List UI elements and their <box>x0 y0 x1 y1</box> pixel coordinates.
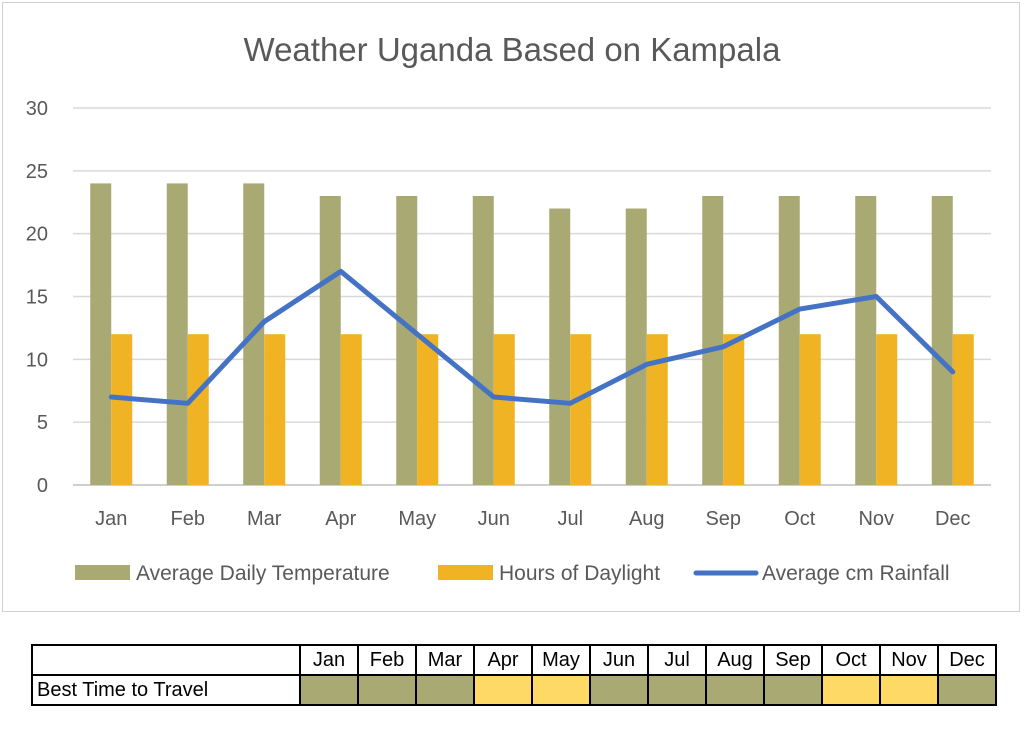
y-tick-label: 10 <box>26 349 48 371</box>
bar-hours-of-daylight <box>187 334 209 485</box>
travel-table: Jan Feb Mar Apr May Jun Jul Aug Sep Oct Nov Dec Bes… <box>31 644 997 706</box>
chart-svg: Weather Uganda Based on Kampala 0 5 10 15 20… <box>26 31 991 585</box>
travel-month-header: Aug <box>705 644 765 676</box>
x-tick-label: May <box>398 508 436 530</box>
travel-month-cell <box>763 674 823 706</box>
bar-average-daily-temperature <box>90 183 112 485</box>
travel-month-cell <box>299 674 359 706</box>
bar-hours-of-daylight <box>570 334 592 485</box>
bar-average-daily-temperature <box>855 195 877 485</box>
bar-average-daily-temperature <box>472 195 494 485</box>
travel-header-blank <box>31 644 301 676</box>
travel-row-label: Best Time to Travel <box>31 674 301 706</box>
y-tick-label: 30 <box>26 98 48 120</box>
travel-month-cell <box>705 674 765 706</box>
x-tick-label: Aug <box>629 508 665 530</box>
travel-month-header: May <box>531 644 591 676</box>
bar-hours-of-daylight <box>111 334 133 485</box>
y-tick-label: 20 <box>26 224 48 246</box>
legend-swatch <box>75 565 130 580</box>
bar-hours-of-daylight <box>952 334 974 485</box>
travel-month-cell <box>647 674 707 706</box>
x-tick-label: Jul <box>557 508 583 530</box>
travel-header-row: Jan Feb Mar Apr May Jun Jul Aug Sep Oct Nov Dec <box>31 644 997 676</box>
legend-label: Average cm Rainfall <box>762 562 950 585</box>
bar-average-daily-temperature <box>396 195 418 485</box>
x-axis-ticks: Jan Feb Mar Apr May Jun Jul Aug Sep Oct Nov Dec <box>95 508 970 530</box>
bar-hours-of-daylight <box>264 334 286 485</box>
travel-month-cell <box>415 674 475 706</box>
grid-lines <box>73 107 991 486</box>
bar-hours-of-daylight <box>493 334 515 485</box>
x-tick-label: Jun <box>478 508 510 530</box>
x-tick-label: Nov <box>858 508 894 530</box>
bar-average-daily-temperature <box>549 208 571 486</box>
bar-hours-of-daylight <box>799 334 821 485</box>
bar-average-daily-temperature <box>702 195 724 485</box>
bar-average-daily-temperature <box>166 183 188 485</box>
travel-month-cell <box>589 674 649 706</box>
legend-label: Average Daily Temperature <box>136 562 390 585</box>
x-tick-label: Mar <box>247 508 282 530</box>
bar-average-daily-temperature <box>319 195 341 485</box>
travel-month-header: Mar <box>415 644 475 676</box>
y-tick-label: 0 <box>37 475 48 497</box>
travel-month-cell <box>821 674 881 706</box>
bar-hours-of-daylight <box>340 334 362 485</box>
x-tick-label: Sep <box>705 508 741 530</box>
bar-hours-of-daylight <box>876 334 898 485</box>
y-axis-ticks: 0 5 10 15 20 25 30 <box>26 98 48 497</box>
y-tick-label: 25 <box>26 161 48 183</box>
bar-hours-of-daylight <box>417 334 439 485</box>
legend-swatch <box>438 565 493 580</box>
line-series-rainfall <box>108 268 956 406</box>
travel-month-cell <box>531 674 591 706</box>
travel-month-header: Oct <box>821 644 881 676</box>
chart-title: Weather Uganda Based on Kampala <box>244 31 782 68</box>
legend-label: Hours of Daylight <box>499 562 660 585</box>
legend-item: Average cm Rainfall <box>693 562 950 585</box>
rainfall-line <box>108 268 956 406</box>
travel-month-header: Apr <box>473 644 533 676</box>
travel-month-header: Nov <box>879 644 939 676</box>
bar-average-daily-temperature <box>778 195 800 485</box>
legend-item: Average Daily Temperature <box>75 562 390 585</box>
bar-hours-of-daylight <box>723 334 745 485</box>
travel-month-cell <box>879 674 939 706</box>
travel-month-cell <box>357 674 417 706</box>
y-tick-label: 5 <box>37 412 48 434</box>
travel-month-header: Sep <box>763 644 823 676</box>
travel-month-header: Jul <box>647 644 707 676</box>
travel-month-header: Jun <box>589 644 649 676</box>
legend-item: Hours of Daylight <box>438 562 660 585</box>
bar-average-daily-temperature <box>625 208 647 486</box>
x-tick-label: Apr <box>325 508 356 530</box>
x-tick-label: Feb <box>171 508 205 530</box>
travel-data-row: Best Time to Travel <box>31 674 997 706</box>
bar-hours-of-daylight <box>646 334 668 485</box>
bars <box>90 183 974 486</box>
travel-month-header: Dec <box>937 644 997 676</box>
travel-month-cell <box>937 674 997 706</box>
x-tick-label: Jan <box>95 508 127 530</box>
legend: Average Daily Temperature Hours of Daylig… <box>75 562 950 585</box>
x-tick-label: Oct <box>784 508 816 530</box>
travel-month-header: Feb <box>357 644 417 676</box>
travel-month-cell <box>473 674 533 706</box>
x-tick-label: Dec <box>935 508 971 530</box>
chart-frame: Weather Uganda Based on Kampala 0 5 10 15 20… <box>2 2 1020 612</box>
travel-month-header: Jan <box>299 644 359 676</box>
bar-average-daily-temperature <box>931 195 953 485</box>
y-tick-label: 15 <box>26 287 48 309</box>
